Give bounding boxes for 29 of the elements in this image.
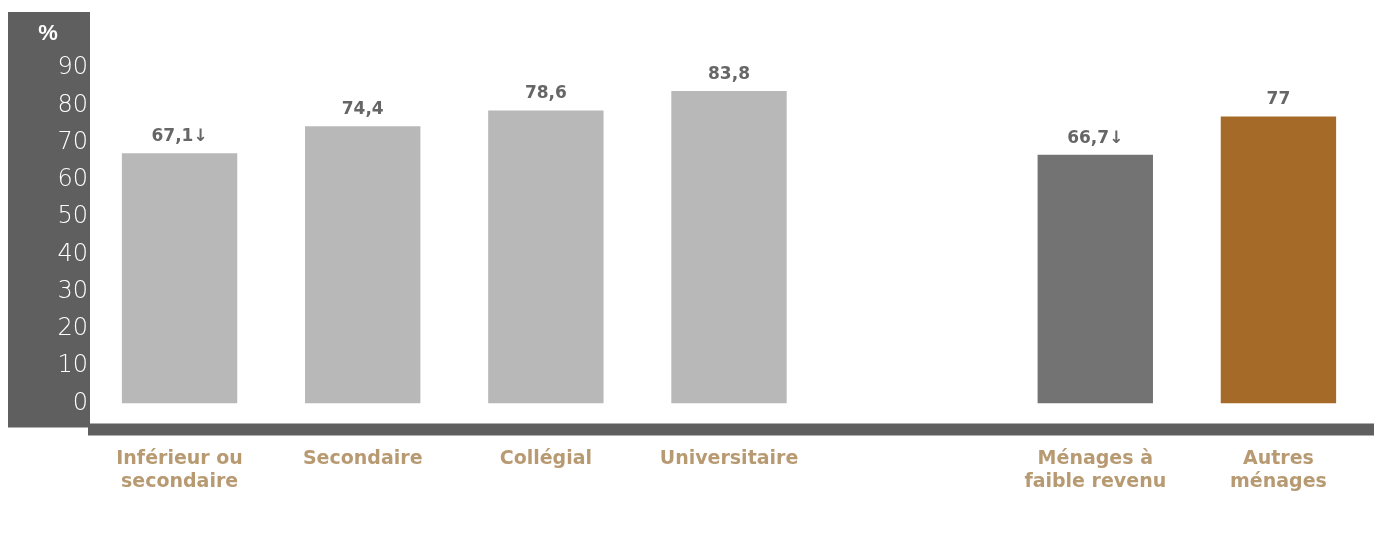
y-tick-label: 70 (57, 126, 88, 155)
bar (121, 153, 238, 404)
bar (671, 91, 787, 404)
y-tick-label: 20 (57, 313, 88, 342)
bar (1037, 154, 1153, 404)
y-tick-label: 50 (57, 201, 88, 230)
y-tick-label: 40 (57, 238, 88, 267)
y-tick-label: 80 (57, 89, 88, 118)
bar (488, 110, 604, 404)
data-label: 66,7↓ (1067, 126, 1124, 147)
x-tick-label: Universitaire (659, 445, 799, 468)
x-tick-label: Collégial (499, 445, 593, 468)
bar (1220, 116, 1337, 404)
y-axis-title: % (38, 20, 58, 46)
data-label: 77 (1266, 88, 1291, 109)
y-tick-label: 0 (72, 387, 88, 416)
data-label: 67,1↓ (151, 125, 208, 146)
y-tick-label: 10 (57, 350, 88, 379)
bar (305, 126, 421, 404)
x-tick-label: Autres ménages (1230, 445, 1327, 491)
x-tick-label: Ménages à faible revenu (1024, 445, 1167, 491)
data-label: 78,6 (524, 82, 567, 103)
x-tick-label: Secondaire (302, 445, 423, 468)
y-tick-label: 60 (57, 164, 88, 193)
x-tick-label: Inférieur ou secondaire (116, 445, 243, 491)
y-tick-label: 90 (57, 52, 88, 81)
data-label: 74,4 (341, 98, 384, 119)
y-tick-label: 30 (57, 275, 88, 304)
data-label: 83,8 (708, 63, 750, 84)
